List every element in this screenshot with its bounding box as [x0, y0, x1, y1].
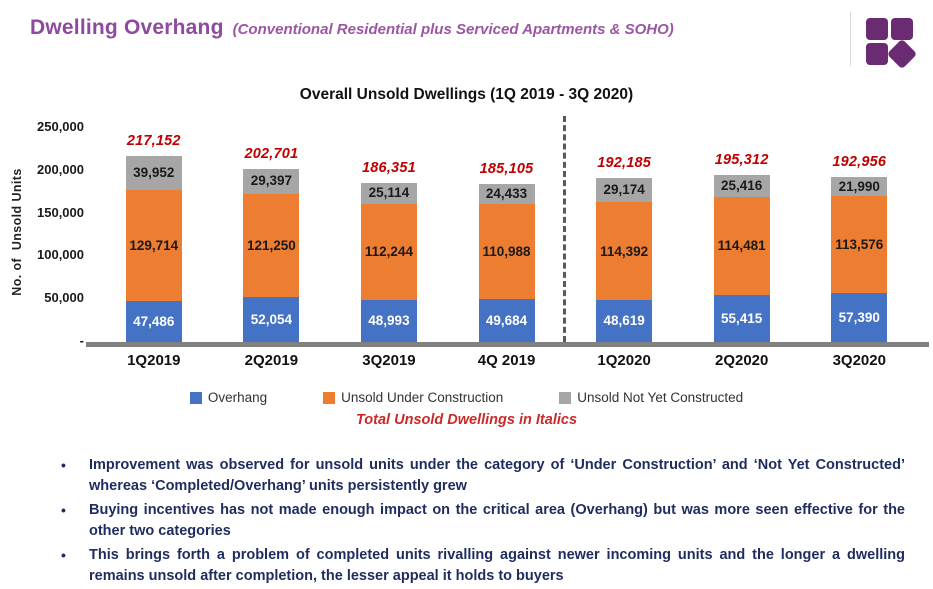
y-tick-label: - [79, 333, 84, 348]
legend-swatch-icon [559, 391, 572, 404]
bar-column: 217,152 47,486 129,714 39,952 [95, 128, 213, 342]
bar-column: 195,312 55,415 114,481 25,416 [683, 128, 801, 342]
bar-column: 192,185 48,619 114,392 29,174 [565, 128, 683, 342]
x-tick-label: 4Q 2019 [477, 352, 536, 369]
stacked-bar: 47,486 129,714 39,952 [125, 156, 182, 342]
stacked-bar: 48,993 112,244 25,114 [360, 182, 417, 342]
bar-segment-unsold-under-construction: 114,392 [596, 202, 653, 301]
bar-segment-unsold-not-yet-constructed: 25,114 [360, 182, 417, 204]
x-axis-line [86, 342, 929, 347]
logo-square-icon [866, 43, 888, 65]
x-tick-label: 3Q2020 [832, 352, 886, 369]
stacked-bar: 55,415 114,481 25,416 [713, 174, 770, 342]
slide-header: Dwelling Overhang (Conventional Resident… [0, 0, 933, 70]
legend-swatch-icon [189, 391, 202, 404]
stacked-bar: 57,390 113,576 21,990 [831, 176, 888, 342]
header-titles: Dwelling Overhang (Conventional Resident… [30, 12, 674, 40]
bar-segment-overhang: 57,390 [831, 292, 888, 342]
x-tick-label: 2Q2020 [714, 352, 769, 369]
stacked-bar: 48,619 114,392 29,174 [596, 177, 653, 342]
bar-segment-overhang: 55,415 [713, 294, 770, 342]
bar-segment-unsold-under-construction: 110,988 [478, 204, 535, 300]
bar-segment-overhang: 52,054 [243, 297, 300, 342]
bar-segment-unsold-under-construction: 112,244 [360, 203, 417, 301]
y-tick-label: 50,000 [44, 290, 84, 306]
bar-segment-unsold-not-yet-constructed: 29,397 [243, 168, 300, 194]
logo-square-icon [891, 18, 913, 40]
y-axis-title: No. of Unsold Units [10, 168, 24, 296]
bar-column: 202,701 52,054 121,250 29,397 [213, 128, 331, 342]
bar-segment-overhang: 48,619 [596, 300, 653, 342]
x-axis-labels: 1Q2019 2Q2019 3Q2019 4Q 2019 1Q2020 2Q2020 3Q2… [95, 352, 918, 369]
bullet-item: Improvement was observed for unsold unit… [52, 455, 905, 497]
total-label: 186,351 [362, 159, 416, 176]
bullet-item: Buying incentives has not made enough im… [52, 500, 905, 542]
total-label: 217,152 [126, 133, 181, 150]
bar-segment-unsold-not-yet-constructed: 25,416 [713, 174, 770, 197]
legend-label: Unsold Not Yet Constructed [577, 390, 744, 405]
legend-swatch-icon [323, 391, 336, 404]
legend: Overhang Unsold Under Construction Unsold … [0, 390, 933, 405]
total-label: 185,105 [479, 160, 534, 177]
page-subtitle: (Conventional Residential plus Serviced … [232, 21, 674, 38]
y-tick-label: 200,000 [37, 161, 84, 177]
legend-label: Unsold Under Construction [341, 390, 504, 405]
bar-segment-unsold-under-construction: 114,481 [713, 196, 770, 295]
bar-segment-unsold-not-yet-constructed: 29,174 [596, 177, 653, 203]
chart-title: Overall Unsold Dwellings (1Q 2019 - 3Q 2… [299, 86, 634, 103]
bar-segment-unsold-under-construction: 121,250 [243, 193, 300, 298]
legend-item: Overhang [189, 390, 268, 405]
x-tick-label: 3Q2019 [362, 352, 416, 369]
x-tick-label: 1Q2019 [127, 352, 181, 369]
y-tick-label: 150,000 [37, 204, 84, 220]
chart-caption: Total Unsold Dwellings in Italics [355, 412, 578, 428]
year-divider-dashed-line [563, 116, 567, 342]
total-label: 202,701 [244, 145, 299, 162]
total-label: 192,956 [832, 153, 887, 170]
bar-segment-overhang: 48,993 [360, 300, 417, 342]
stacked-bar: 52,054 121,250 29,397 [243, 168, 300, 342]
stacked-bar: 49,684 110,988 24,433 [478, 183, 535, 342]
total-label: 195,312 [714, 151, 769, 168]
logo-diamond-icon [886, 38, 918, 70]
bar-segment-unsold-under-construction: 129,714 [125, 190, 182, 302]
total-label: 192,185 [597, 154, 652, 171]
legend-item: Unsold Under Construction [323, 390, 503, 405]
header-divider [850, 12, 851, 66]
bar-segment-unsold-not-yet-constructed: 24,433 [478, 183, 535, 205]
bar-segment-overhang: 49,684 [478, 299, 535, 342]
logo-square-icon [866, 18, 888, 40]
page-title: Dwelling Overhang [30, 16, 224, 39]
bullet-list: Improvement was observed for unsold unit… [52, 455, 905, 587]
plot-area: 217,152 47,486 129,714 39,952 202,701 52,054 1… [95, 116, 918, 342]
company-logo-icon [866, 18, 918, 70]
x-tick-label: 1Q2020 [597, 352, 651, 369]
bullet-item: This brings forth a problem of completed… [52, 545, 905, 587]
bar-column: 185,105 49,684 110,988 24,433 [448, 128, 566, 342]
bar-column: 192,956 57,390 113,576 21,990 [800, 128, 918, 342]
bars-row: 217,152 47,486 129,714 39,952 202,701 52,054 1… [95, 128, 918, 342]
logo-area [850, 12, 921, 70]
chart: Overall Unsold Dwellings (1Q 2019 - 3Q 2… [0, 86, 933, 378]
bar-column: 186,351 48,993 112,244 25,114 [330, 128, 448, 342]
y-tick-label: 250,000 [37, 119, 84, 134]
legend-label: Overhang [207, 390, 268, 405]
legend-item: Unsold Not Yet Constructed [559, 390, 743, 405]
y-tick-label: 100,000 [37, 247, 84, 263]
x-tick-label: 2Q2019 [244, 352, 299, 369]
bar-segment-unsold-under-construction: 113,576 [831, 195, 888, 293]
bar-segment-unsold-not-yet-constructed: 21,990 [831, 176, 888, 196]
bar-segment-unsold-not-yet-constructed: 39,952 [125, 156, 182, 191]
bar-segment-overhang: 47,486 [125, 301, 182, 342]
